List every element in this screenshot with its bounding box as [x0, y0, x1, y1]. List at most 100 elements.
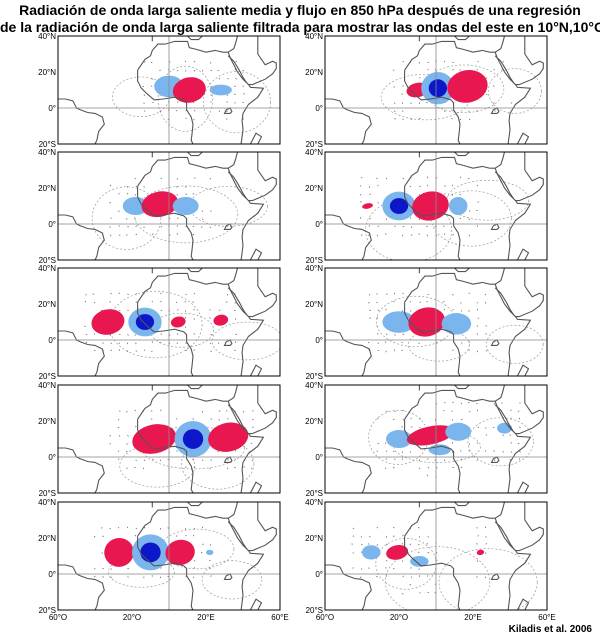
positive-olr-anomaly: [165, 539, 195, 566]
positive-olr-anomaly: [170, 316, 186, 328]
latitude-label: 40°N: [305, 148, 323, 157]
positive-olr-anomaly: [132, 424, 177, 454]
latitude-label: 20°N: [305, 68, 323, 77]
latitude-label: 0°: [48, 453, 56, 462]
longitude-label: 60°E: [271, 613, 288, 622]
negative-olr-anomaly: [448, 197, 468, 215]
latitude-label: 20°S: [39, 256, 56, 265]
longitude-label: 60°O: [316, 613, 334, 622]
latitude-label: 20°N: [38, 184, 56, 193]
positive-olr-anomaly: [406, 425, 455, 446]
title-line-2: de la radiación de onda larga saliente f…: [0, 19, 600, 35]
map-panel-1-1: 40°N 20°N 0° 20°S: [38, 32, 281, 149]
latitude-label: 20°S: [306, 372, 323, 381]
coastlines: [58, 152, 277, 260]
strong-negative-olr-core: [135, 314, 155, 330]
positive-olr-anomaly: [104, 537, 134, 567]
latitude-label: 40°N: [305, 498, 323, 507]
longitude-label: 60°E: [538, 613, 555, 622]
map-frame: [57, 151, 281, 261]
latitude-label: 20°N: [305, 534, 323, 543]
negative-olr-anomaly: [410, 556, 429, 567]
longitude-label: 20°E: [464, 613, 481, 622]
coastlines: [58, 502, 277, 610]
latitude-label: 20°N: [38, 534, 56, 543]
latitude-label: 0°: [315, 104, 323, 113]
latitude-label: 20°N: [305, 184, 323, 193]
latitude-label: 0°: [315, 220, 323, 229]
coastlines: [325, 385, 544, 493]
latitude-label: 0°: [315, 336, 323, 345]
longitude-label: 60°O: [49, 613, 67, 622]
coastlines: [58, 36, 277, 144]
coastlines: [325, 36, 544, 144]
negative-olr-anomaly: [209, 84, 232, 96]
map-panel-3-2: 40°N 20°N 0° 20°S: [305, 264, 548, 381]
latitude-label: 20°N: [38, 300, 56, 309]
latitude-label: 20°S: [306, 256, 323, 265]
figure-title: Radiación de onda larga saliente media y…: [0, 2, 600, 36]
latitude-label: 40°N: [38, 381, 56, 390]
longitude-label: 20°E: [197, 613, 214, 622]
positive-olr-anomaly: [476, 549, 485, 556]
latitude-label: 20°N: [38, 417, 56, 426]
latitude-label: 20°N: [305, 300, 323, 309]
latitude-label: 0°: [315, 453, 323, 462]
coastlines: [58, 385, 277, 493]
map-frame: [57, 384, 281, 494]
negative-olr-anomaly: [122, 197, 149, 215]
positive-olr-anomaly: [91, 309, 125, 335]
latitude-label: 40°N: [38, 264, 56, 273]
map-frame: [57, 267, 281, 377]
latitude-label: 40°N: [305, 381, 323, 390]
negative-olr-anomaly: [441, 313, 472, 335]
strong-negative-olr-core: [182, 429, 204, 449]
coastlines: [325, 502, 544, 610]
strong-negative-olr-core: [389, 198, 409, 214]
positive-olr-anomaly: [386, 544, 409, 560]
latitude-label: 20°S: [39, 140, 56, 149]
map-panel-4-1: 40°N 20°N 0° 20°S: [38, 381, 281, 498]
strong-negative-olr-core: [428, 79, 448, 98]
strong-negative-olr-core: [140, 542, 161, 563]
map-panel-1-2: 40°N 20°N 0° 20°S: [305, 32, 548, 149]
latitude-label: 0°: [315, 570, 323, 579]
map-frame: [324, 151, 548, 261]
longitude-label: 20°O: [390, 613, 408, 622]
negative-olr-anomaly: [386, 430, 412, 448]
latitude-label: 0°: [48, 220, 56, 229]
longitude-label: 20°O: [123, 613, 141, 622]
negative-olr-anomaly: [172, 197, 199, 215]
latitude-label: 0°: [48, 570, 56, 579]
coastlines: [325, 268, 544, 376]
latitude-label: 40°N: [38, 498, 56, 507]
latitude-label: 20°S: [39, 606, 56, 615]
title-line-1: Radiación de onda larga saliente media y…: [19, 2, 581, 18]
negative-olr-anomaly: [382, 311, 416, 333]
positive-olr-anomaly: [213, 314, 229, 326]
latitude-label: 20°N: [38, 68, 56, 77]
latitude-label: 40°N: [38, 32, 56, 41]
latitude-label: 40°N: [38, 148, 56, 157]
map-panel-4-2: 40°N 20°N 0° 20°S: [305, 381, 548, 498]
map-frame: [324, 384, 548, 494]
map-panel-3-1: 40°N 20°N 0° 20°S: [38, 264, 281, 381]
map-frame: [324, 267, 548, 377]
latitude-label: 0°: [48, 104, 56, 113]
positive-olr-anomaly: [362, 203, 374, 209]
negative-olr-anomaly: [362, 545, 381, 560]
figure-credit: Kiladis et al. 2006: [508, 624, 592, 635]
map-frame: [324, 35, 548, 145]
map-frame: [57, 501, 281, 611]
positive-olr-anomaly: [447, 69, 488, 103]
negative-olr-anomaly: [206, 549, 214, 556]
map-frame: [57, 35, 281, 145]
latitude-label: 40°N: [305, 32, 323, 41]
latitude-label: 20°S: [306, 140, 323, 149]
latitude-label: 40°N: [305, 264, 323, 273]
latitude-label: 20°S: [306, 606, 323, 615]
latitude-label: 20°S: [306, 489, 323, 498]
map-panel-2-2: 40°N 20°N 0° 20°S: [305, 148, 548, 265]
positive-olr-anomaly: [208, 422, 249, 452]
latitude-label: 20°S: [39, 489, 56, 498]
